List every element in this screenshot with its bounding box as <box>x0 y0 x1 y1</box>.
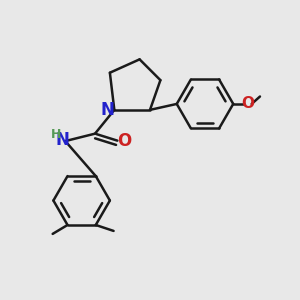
Text: O: O <box>118 132 132 150</box>
Text: N: N <box>101 101 115 119</box>
Text: H: H <box>51 128 61 141</box>
Text: N: N <box>56 130 69 148</box>
Text: O: O <box>242 96 255 111</box>
